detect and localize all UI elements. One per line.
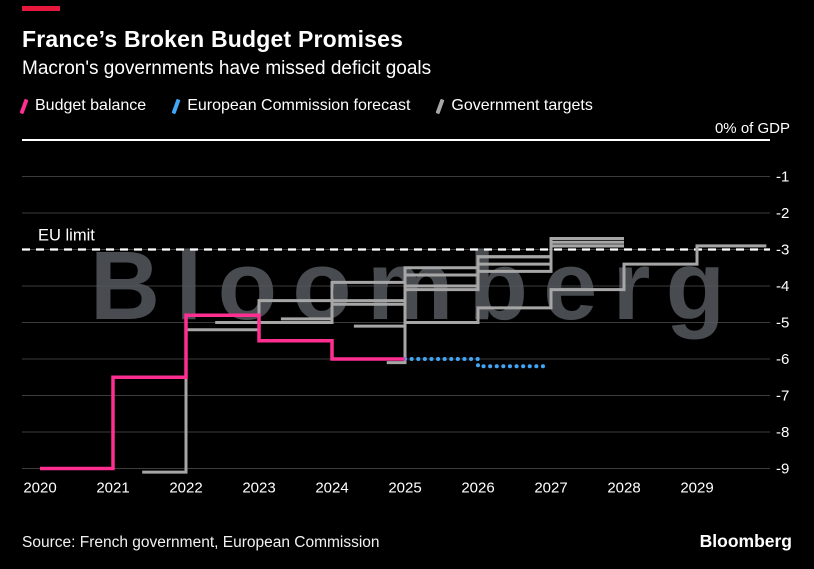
y-tick-label: -7: [776, 388, 789, 405]
x-tick-label: 2023: [242, 480, 275, 497]
x-tick-label: 2025: [388, 480, 421, 497]
x-tick-label: 2026: [461, 480, 494, 497]
legend-label-ec-forecast: European Commission forecast: [187, 97, 411, 114]
y-tick-label: -6: [776, 351, 789, 368]
bloomberg-logo: Bloomberg: [699, 531, 792, 551]
y-tick-label: -8: [776, 424, 789, 441]
legend-label-government-targets: Government targets: [451, 97, 593, 114]
x-tick-label: 2024: [315, 480, 348, 497]
y-tick-label: -3: [776, 242, 789, 259]
y-tick-label: -5: [776, 315, 789, 332]
x-tick-label: 2021: [96, 480, 129, 497]
source-note: Source: French government, European Comm…: [22, 534, 380, 551]
ec-forecast-key-icon: [171, 98, 181, 114]
deficit-step-chart: -1 -2 -3 -4 -5 -6 -7 -8 -9 0% of GDP 2020 2021 2022 2…: [22, 120, 790, 497]
x-tick-label: 2020: [23, 480, 56, 497]
y-tick-label: -4: [776, 278, 789, 295]
x-tick-label: 2022: [169, 480, 202, 497]
y-axis-unit-label: 0% of GDP: [715, 120, 790, 137]
accent-bar: [22, 6, 60, 11]
legend-item-government-targets: Government targets: [435, 97, 593, 115]
budget-balance-key-icon: [19, 98, 29, 114]
legend-item-budget-balance: Budget balance: [19, 97, 147, 115]
y-tick-label: -1: [776, 169, 789, 186]
legend-label-budget-balance: Budget balance: [35, 97, 147, 114]
y-tick-label: -2: [776, 205, 789, 222]
government-targets-line: [386, 244, 767, 365]
y-tick-label: -9: [776, 461, 789, 478]
government-targets-line: [353, 244, 624, 328]
x-tick-label: 2029: [680, 480, 713, 497]
x-tick-label: 2028: [607, 480, 640, 497]
chart-subtitle: Macron's governments have missed deficit…: [22, 58, 432, 79]
x-tick-label: 2027: [534, 480, 567, 497]
chart-legend: Budget balance European Commission forec…: [19, 97, 593, 115]
chart-title: France’s Broken Budget Promises: [22, 26, 404, 52]
budget-balance-line: [40, 313, 405, 471]
ec-forecast-line: [403, 357, 550, 369]
legend-item-ec-forecast: European Commission forecast: [171, 97, 411, 115]
eu-limit-label: EU limit: [38, 227, 95, 245]
government-targets-key-icon: [435, 98, 445, 114]
